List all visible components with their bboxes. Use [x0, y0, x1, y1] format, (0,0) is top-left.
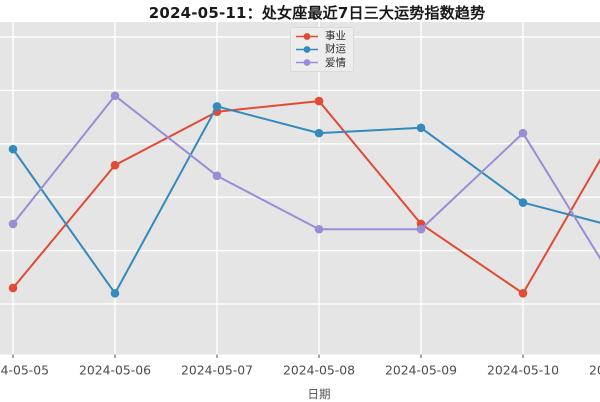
- legend-label: 财运: [325, 43, 346, 56]
- x-tick-label: 2024-05-07: [181, 363, 253, 378]
- plot-background: [0, 22, 600, 355]
- x-tick-label: 2024-05-05: [0, 363, 49, 378]
- legend-label: 事业: [325, 29, 346, 42]
- data-point-s1-x5: [518, 198, 528, 207]
- data-point-s1-x0: [8, 144, 18, 154]
- legend: 事业 财运 爱情: [290, 27, 354, 72]
- data-point-s1-x4: [416, 123, 426, 133]
- legend-item: 财运: [294, 43, 350, 55]
- x-tick-label: 2024-05-10: [487, 363, 559, 378]
- data-point-s1-x3: [314, 128, 324, 138]
- x-axis-label: 日期: [307, 387, 331, 401]
- x-tick-label: 2024-05-06: [79, 363, 151, 378]
- line-marker-icon: [296, 59, 318, 67]
- data-point-s2-x4: [416, 224, 426, 234]
- data-point-s0-x5: [518, 289, 528, 298]
- x-tick-label: 2024-05-08: [283, 363, 355, 378]
- line-marker-icon: [296, 46, 318, 53]
- legend-label: 爱情: [325, 56, 346, 69]
- data-point-s0-x3: [314, 96, 324, 106]
- legend-item: 爱情: [294, 57, 350, 69]
- legend-item: 事业: [294, 30, 350, 42]
- data-point-s0-x1: [110, 160, 120, 170]
- data-point-s0-x0: [8, 283, 18, 293]
- data-point-s2-x0: [8, 219, 18, 229]
- line-marker-icon: [296, 32, 318, 40]
- data-point-s2-x1: [110, 91, 120, 101]
- data-point-s2-x5: [518, 128, 528, 138]
- data-point-s1-x1: [110, 289, 120, 298]
- chart-title: 2024-05-11：处女座最近7日三大运势指数趋势: [148, 4, 486, 22]
- data-point-s1-x2: [212, 102, 222, 111]
- data-point-s2-x3: [314, 224, 324, 234]
- x-tick-label: 2024-05-11: [589, 363, 600, 378]
- data-point-s2-x2: [212, 171, 222, 181]
- x-tick-label: 2024-05-09: [385, 363, 457, 378]
